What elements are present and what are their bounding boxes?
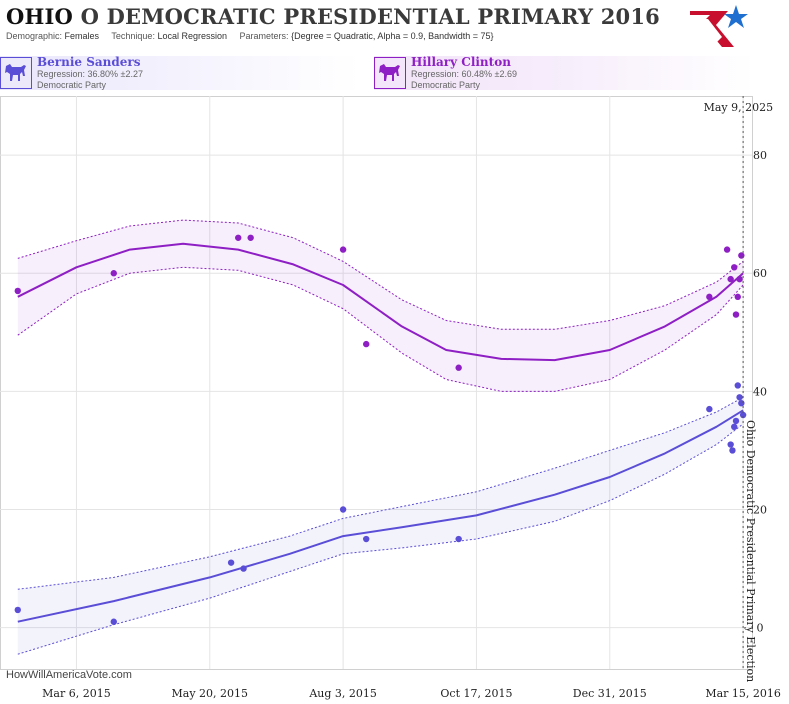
bernie-sanders-poll-point[interactable]: [727, 441, 734, 448]
x-tick-label: Mar 6, 2015: [42, 687, 111, 700]
y-tick-label: 0: [757, 622, 764, 635]
x-tick-label: Mar 15, 2016: [705, 687, 781, 700]
bernie-sanders-confidence-band: [17, 397, 744, 655]
bernie-sanders-poll-point[interactable]: [14, 606, 21, 614]
candidate-regression: Regression: 36.80% ±2.27: [37, 68, 144, 79]
chart-header: OHIO O DEMOCRATIC PRESIDENTIAL PRIMARY 2…: [6, 4, 660, 41]
page-title: OHIO O DEMOCRATIC PRESIDENTIAL PRIMARY 2…: [6, 4, 660, 29]
parameters-line: Demographic: Females Technique: Local Re…: [6, 31, 660, 41]
bernie-sanders-trend-line: [17, 409, 744, 623]
technique-value: Local Regression: [157, 31, 228, 41]
parameters-value: {Degree = Quadratic, Alpha = 0.9, Bandwi…: [291, 31, 494, 41]
plot-frame: [0, 96, 753, 670]
hillary-clinton-poll-point[interactable]: [727, 275, 734, 283]
bernie-sanders-poll-point[interactable]: [339, 506, 347, 513]
hillary-clinton-poll-point[interactable]: [110, 270, 117, 277]
candidate-party: Democratic Party: [37, 79, 107, 90]
hillary-clinton-poll-point[interactable]: [723, 246, 731, 253]
hillary-clinton-poll-point[interactable]: [339, 246, 347, 253]
hillary-clinton-poll-point[interactable]: [706, 293, 713, 301]
trend-lines: [17, 242, 744, 623]
y-tick-label: 40: [753, 385, 767, 398]
grid-lines: [0, 96, 752, 669]
x-tick-label: Aug 3, 2015: [308, 687, 377, 700]
bernie-sanders-poll-point[interactable]: [734, 382, 741, 389]
axis-labels: 0 20 40 60 80 Mar 6, 2015 May 20, 2015 Aug 3, 2…: [42, 149, 781, 700]
bernie-sanders-poll-point[interactable]: [110, 618, 117, 625]
y-tick-label: 60: [753, 267, 767, 280]
demographic-value: Females: [64, 31, 100, 41]
bernie-sanders-poll-point[interactable]: [227, 559, 235, 566]
candidate-card-bernie[interactable]: Bernie Sanders Regression: 36.80% ±2.27 …: [0, 54, 360, 90]
hillary-clinton-trend-line: [17, 242, 744, 362]
hillary-clinton-poll-point[interactable]: [363, 340, 370, 348]
bernie-sanders-poll-point[interactable]: [736, 394, 743, 401]
candidate-party: Democratic Party: [411, 79, 481, 90]
hillary-clinton-poll-point[interactable]: [235, 234, 242, 241]
hillary-clinton-poll-point[interactable]: [455, 364, 462, 371]
bernie-sanders-upper-bound: [17, 396, 744, 590]
bernie-sanders-poll-point[interactable]: [732, 417, 740, 425]
bernie-sanders-poll-point[interactable]: [455, 535, 462, 543]
bernie-sanders-poll-point[interactable]: [738, 399, 745, 407]
y-tick-label: 20: [753, 504, 767, 517]
confidence-bands: [17, 219, 744, 655]
technique-label: Technique:: [111, 31, 155, 41]
bernie-sanders-poll-point[interactable]: [240, 565, 247, 572]
candidate-name: Bernie Sanders: [37, 54, 141, 69]
x-tick-label: Oct 17, 2015: [440, 687, 512, 700]
hillary-clinton-poll-point[interactable]: [14, 287, 21, 295]
bernie-sanders-poll-point[interactable]: [731, 423, 738, 431]
candidate-card-hillary[interactable]: Hillary Clinton Regression: 60.48% ±2.69…: [374, 54, 754, 90]
annotations: Ohio Democratic Presidential Primary Ele…: [704, 96, 774, 682]
bernie-sanders-poll-point[interactable]: [739, 411, 747, 419]
x-tick-label: Dec 31, 2015: [573, 687, 647, 700]
demographic-label: Demographic:: [6, 31, 63, 41]
hillary-clinton-poll-point[interactable]: [736, 275, 743, 283]
hillary-clinton-poll-point[interactable]: [731, 264, 738, 271]
parameters-label: Parameters:: [239, 31, 289, 41]
data-points: [14, 234, 747, 625]
election-label: Ohio Democratic Presidential Primary Ele…: [744, 420, 757, 682]
hillary-clinton-confidence-band: [17, 220, 744, 392]
x-tick-label: May 20, 2015: [172, 687, 249, 700]
candidate-regression: Regression: 60.48% ±2.69: [411, 68, 518, 79]
candidate-name: Hillary Clinton: [411, 54, 511, 69]
y-tick-label: 80: [753, 149, 767, 162]
star-flag-logo-icon[interactable]: [688, 3, 750, 49]
bernie-sanders-lower-bound: [17, 423, 744, 655]
bernie-sanders-poll-point[interactable]: [729, 447, 736, 454]
bernie-sanders-poll-point[interactable]: [363, 535, 370, 543]
hillary-clinton-poll-point[interactable]: [247, 234, 254, 241]
watermark: HowWillAmericaVote.com: [6, 669, 132, 681]
donkey-icon: [0, 57, 32, 89]
donkey-icon: [374, 57, 406, 89]
title-rest: O DEMOCRATIC PRESIDENTIAL PRIMARY 2016: [80, 4, 660, 29]
today-label: May 9, 2025: [704, 101, 774, 114]
bernie-sanders-poll-point[interactable]: [706, 405, 713, 413]
hillary-clinton-poll-point[interactable]: [732, 311, 740, 318]
hillary-clinton-poll-point[interactable]: [734, 293, 741, 301]
state-name: OHIO: [6, 4, 74, 29]
